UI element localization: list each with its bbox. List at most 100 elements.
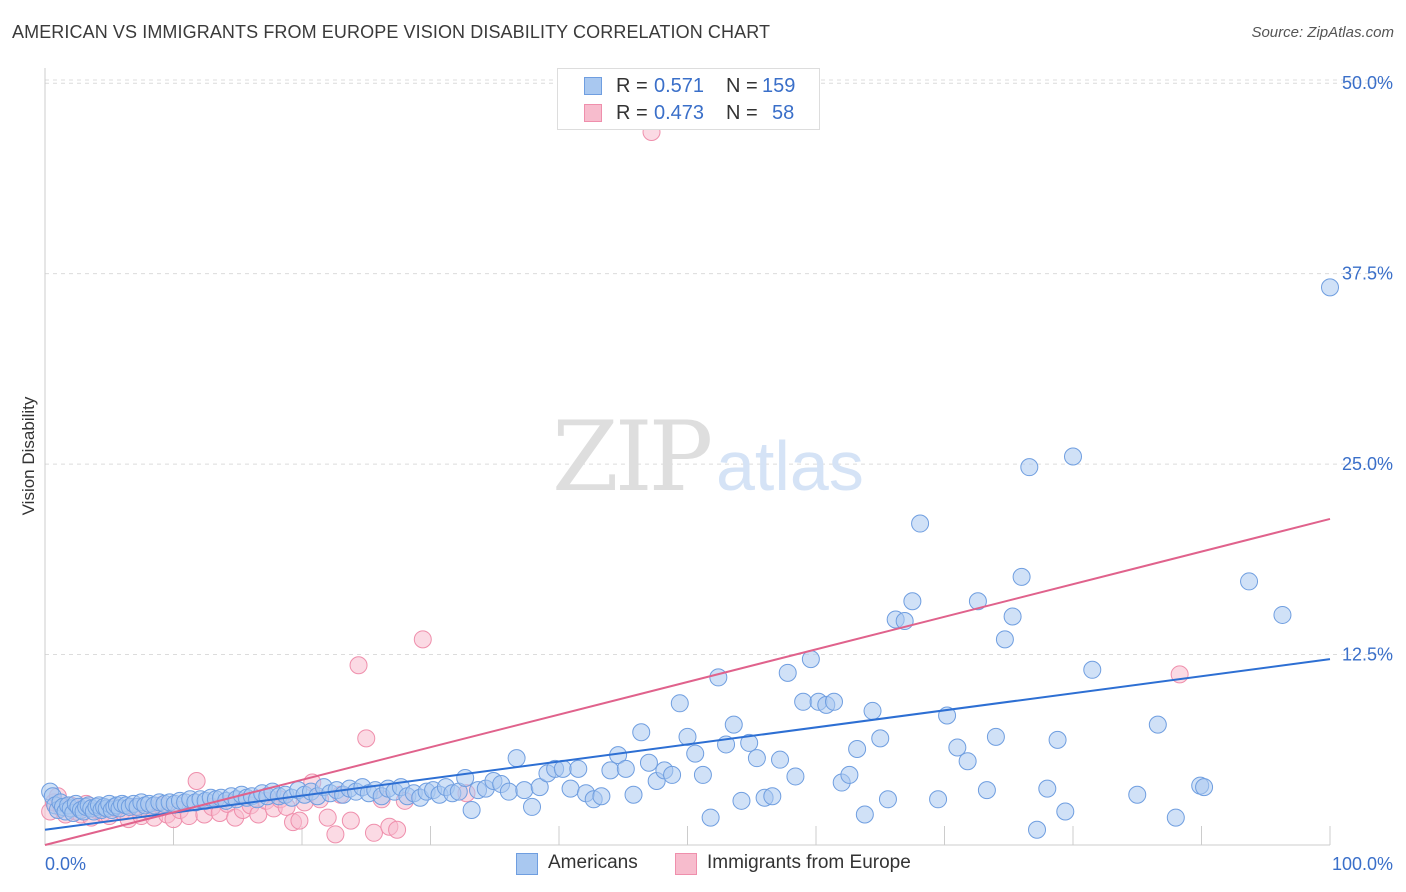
x-axis-ticks	[44, 826, 1331, 845]
americans-point	[1064, 447, 1082, 466]
americans-point	[958, 752, 977, 771]
americans-point	[601, 761, 620, 780]
americans-point	[929, 790, 948, 809]
immigrants-point	[326, 825, 345, 844]
americans-point	[530, 778, 549, 797]
americans-point	[740, 733, 759, 752]
immigrants-point	[341, 811, 360, 830]
americans-point	[686, 744, 705, 763]
americans-point	[507, 749, 526, 768]
stats-legend: R = 0.571 N = 159 R = 0.473 N = 58	[557, 68, 820, 130]
y-tick-label: 25.0%	[1342, 454, 1393, 474]
americans-point	[948, 738, 967, 757]
bottom-legend-label-immigrants: Immigrants from Europe	[707, 852, 911, 873]
legend-r-label: R =	[616, 75, 648, 97]
americans-trend-line	[44, 658, 1331, 831]
bottom-legend-label-americans: Americans	[548, 852, 638, 873]
immigrants-point	[187, 772, 206, 791]
legend-swatch-blue	[584, 77, 602, 95]
americans-point	[824, 692, 843, 711]
americans-point	[709, 668, 728, 687]
americans-point	[878, 790, 897, 809]
americans-point	[1166, 808, 1185, 827]
immigrants-point	[349, 656, 368, 675]
americans-point	[1020, 458, 1039, 477]
trend-lines	[44, 517, 1331, 846]
americans-point	[592, 787, 611, 806]
americans-point	[794, 692, 813, 711]
legend-n-label: N =	[726, 102, 758, 124]
immigrants-point	[413, 630, 432, 649]
americans-point	[515, 781, 534, 800]
legend-r-value: 0.571	[654, 75, 705, 97]
bottom-legend-swatch-pink	[675, 853, 697, 875]
immigrants-trend-line	[44, 517, 1331, 846]
americans-point	[639, 753, 658, 772]
americans-point	[693, 765, 712, 784]
legend-r-value: 0.473	[654, 102, 705, 124]
americans-point	[553, 759, 572, 778]
legend-swatch-pink	[584, 104, 602, 122]
americans-point	[986, 727, 1005, 746]
americans-point	[863, 701, 882, 720]
legend-r-label: R =	[616, 102, 648, 124]
watermark: ZIP atlas	[552, 401, 864, 513]
watermark-zip: ZIP	[552, 401, 711, 513]
americans-point	[747, 749, 766, 768]
immigrants-point	[357, 729, 376, 748]
americans-point	[1148, 715, 1167, 734]
americans-point	[569, 759, 588, 778]
americans-point	[1128, 785, 1147, 804]
immigrants-point	[364, 823, 383, 842]
americans-point	[456, 768, 475, 787]
legend-n-value: 159	[762, 75, 796, 97]
americans-point	[1056, 802, 1075, 821]
y-tick-label: 37.5%	[1342, 264, 1393, 284]
americans-point	[1240, 572, 1259, 591]
grid-lines	[45, 79, 1390, 656]
americans-point	[771, 750, 790, 769]
americans-point	[1012, 567, 1031, 586]
americans-point	[632, 723, 651, 742]
americans-point	[523, 797, 542, 816]
americans-point	[1273, 605, 1292, 624]
y-tick-labels: 12.5% 25.0% 37.5% 50.0%	[1342, 73, 1393, 664]
americans-point	[499, 782, 518, 801]
y-tick-label: 12.5%	[1342, 645, 1393, 665]
americans-point	[1028, 820, 1047, 839]
americans-point	[462, 800, 481, 819]
x-tick-label-max: 100.0%	[1332, 854, 1393, 874]
americans-point	[763, 787, 782, 806]
americans-point	[871, 729, 890, 748]
immigrants-point	[318, 808, 337, 827]
americans-point	[1038, 779, 1057, 798]
x-tick-label-min: 0.0%	[45, 854, 86, 874]
watermark-atlas: atlas	[716, 427, 864, 505]
immigrants-point	[388, 820, 407, 839]
americans-point	[1048, 730, 1067, 749]
americans-point	[1321, 278, 1339, 297]
americans-point	[995, 630, 1014, 649]
americans-point	[670, 694, 689, 713]
immigrants-point	[290, 811, 309, 830]
bottom-legend-swatch-blue	[516, 853, 538, 875]
americans-point	[732, 791, 751, 810]
americans-point	[1083, 660, 1102, 679]
series-americans-points	[41, 278, 1339, 839]
americans-point	[616, 759, 635, 778]
americans-point	[561, 779, 580, 798]
y-axis-title: Vision Disability	[19, 396, 38, 515]
source-credit: Source: ZipAtlas.com	[1251, 24, 1394, 41]
americans-point	[911, 514, 930, 533]
americans-point	[786, 767, 805, 786]
y-tick-label: 50.0%	[1342, 73, 1393, 93]
americans-point	[724, 715, 743, 734]
americans-point	[855, 805, 874, 824]
americans-point	[903, 592, 922, 611]
americans-point	[663, 765, 682, 784]
americans-point	[701, 808, 720, 827]
americans-point	[1195, 778, 1214, 797]
legend-n-value: 58	[772, 102, 795, 124]
americans-point	[778, 663, 797, 682]
